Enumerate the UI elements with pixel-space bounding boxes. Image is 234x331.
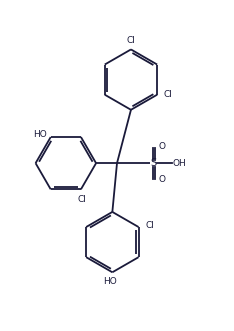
Text: S: S [150,158,156,168]
Text: Cl: Cl [127,36,135,45]
Text: O: O [158,142,165,151]
Text: Cl: Cl [145,221,154,230]
Text: HO: HO [103,277,117,286]
Text: Cl: Cl [78,195,87,204]
Text: HO: HO [33,130,47,139]
Text: Cl: Cl [164,90,172,99]
Text: O: O [158,175,165,184]
Text: OH: OH [173,159,186,168]
